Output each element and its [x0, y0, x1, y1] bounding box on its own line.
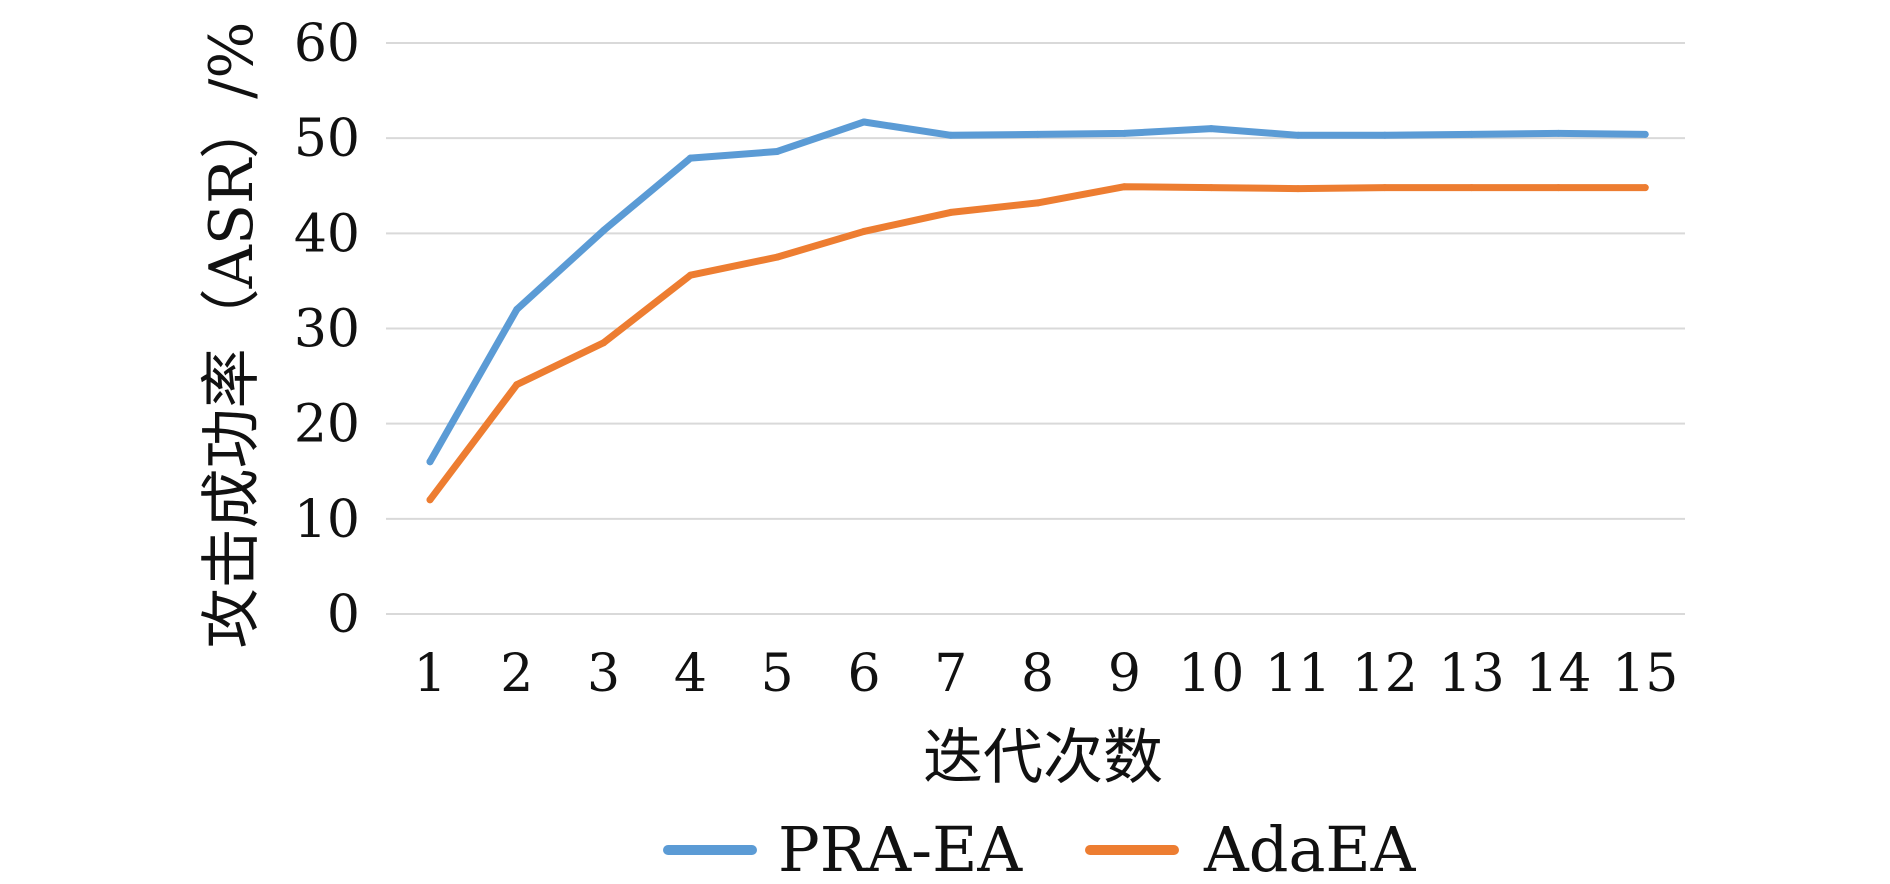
x-axis-title: 迭代次数: [923, 723, 1163, 793]
data-point-adaea: [1468, 184, 1476, 192]
data-point-adaea: [600, 339, 608, 347]
x-tick-label: 4: [674, 644, 707, 704]
series-line-pra-ea: [426, 118, 1649, 466]
y-axis-ticks: 0 10 20 30 40 50 60: [294, 14, 360, 645]
data-point-adaea: [1034, 199, 1042, 207]
x-tick-label: 15: [1612, 644, 1678, 704]
data-point-pra-ea: [600, 226, 608, 234]
legend-label-adaea: AdaEA: [1203, 813, 1417, 884]
data-point-pra-ea: [947, 131, 955, 139]
x-tick-label: 14: [1525, 644, 1591, 704]
data-point-pra-ea: [1034, 130, 1042, 138]
data-point-pra-ea: [426, 458, 434, 466]
y-tick-label: 20: [294, 395, 360, 455]
data-point-adaea: [1641, 184, 1649, 192]
data-point-pra-ea: [773, 147, 781, 155]
y-tick-label: 50: [294, 109, 360, 169]
data-point-adaea: [1294, 185, 1302, 193]
data-point-pra-ea: [1381, 131, 1389, 139]
data-point-adaea: [686, 271, 694, 279]
x-tick-label: 2: [500, 644, 533, 704]
legend-label-pra-ea: PRA-EA: [778, 813, 1023, 884]
x-axis-ticks: 1 2 3 4 5 6 7 8 9 10 11 12 13 14 15: [413, 644, 1678, 704]
x-tick-label: 5: [761, 644, 794, 704]
y-axis-title: 攻击成功率（ASR）/%: [197, 22, 267, 649]
data-point-adaea: [773, 253, 781, 261]
data-point-adaea: [513, 381, 521, 389]
data-point-adaea: [947, 208, 955, 216]
x-tick-label: 9: [1108, 644, 1141, 704]
data-point-adaea: [1120, 183, 1128, 191]
data-point-pra-ea: [513, 305, 521, 313]
data-point-adaea: [860, 227, 868, 235]
y-tick-label: 10: [294, 490, 360, 550]
data-point-pra-ea: [860, 118, 868, 126]
legend: PRA-EA AdaEA: [663, 813, 1417, 884]
data-point-pra-ea: [1554, 129, 1562, 137]
data-point-adaea: [1554, 184, 1562, 192]
data-point-pra-ea: [1641, 130, 1649, 138]
data-point-pra-ea: [1120, 129, 1128, 137]
data-point-adaea: [1381, 184, 1389, 192]
data-point-pra-ea: [1468, 130, 1476, 138]
data-point-adaea: [1207, 184, 1215, 192]
data-point-pra-ea: [1294, 131, 1302, 139]
series-lines: [426, 118, 1649, 504]
x-tick-label: 8: [1021, 644, 1054, 704]
data-point-pra-ea: [686, 154, 694, 162]
y-tick-label: 40: [294, 204, 360, 264]
x-tick-label: 11: [1265, 644, 1331, 704]
x-tick-label: 1: [413, 644, 446, 704]
x-tick-label: 12: [1352, 644, 1418, 704]
data-point-adaea: [426, 496, 434, 504]
gridlines: [386, 42, 1685, 615]
x-tick-label: 13: [1439, 644, 1505, 704]
y-tick-label: 60: [294, 14, 360, 74]
y-tick-label: 0: [327, 585, 360, 645]
x-tick-label: 7: [934, 644, 967, 704]
x-tick-label: 3: [587, 644, 620, 704]
x-tick-label: 10: [1178, 644, 1244, 704]
y-tick-label: 30: [294, 300, 360, 360]
x-tick-label: 6: [847, 644, 880, 704]
data-point-pra-ea: [1207, 125, 1215, 133]
